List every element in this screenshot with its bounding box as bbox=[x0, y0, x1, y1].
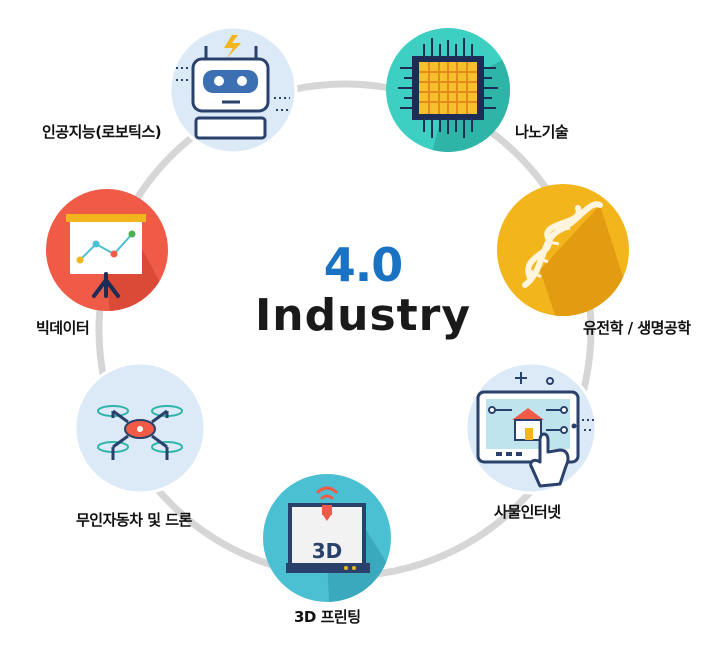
presentation-chart-icon bbox=[66, 214, 146, 298]
3d-printer-icon: 3D bbox=[286, 486, 370, 573]
node-drone bbox=[73, 361, 207, 495]
center-title: Industry bbox=[254, 290, 472, 341]
center-version: 4.0 bbox=[323, 238, 404, 292]
label-nano: 나노기술 bbox=[515, 123, 569, 141]
node-ai bbox=[168, 25, 298, 155]
dna-icon bbox=[522, 201, 603, 288]
printer-3d-text: 3D bbox=[312, 539, 343, 563]
drone-icon bbox=[97, 405, 183, 460]
label-3d-printing: 3D 프린팅 bbox=[294, 608, 361, 626]
node-3d-printing: 3D bbox=[263, 474, 391, 602]
label-bio: 유전학 / 생명공학 bbox=[583, 319, 691, 337]
smart-home-tablet-icon bbox=[476, 372, 596, 488]
node-iot bbox=[464, 361, 598, 495]
robot-icon bbox=[176, 35, 290, 140]
node-nano bbox=[386, 28, 510, 152]
label-iot: 사물인터넷 bbox=[494, 503, 561, 521]
label-ai: 인공지능(로보틱스) bbox=[42, 123, 162, 141]
chip-icon bbox=[398, 38, 498, 138]
label-bigdata: 빅데이터 bbox=[36, 319, 90, 337]
label-drone: 무인자동차 및 드론 bbox=[76, 511, 192, 529]
